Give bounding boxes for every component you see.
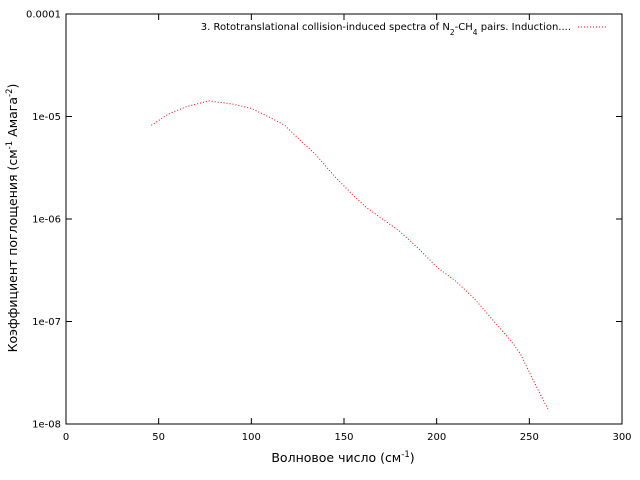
y-tick-label: 1e-07 xyxy=(32,317,61,328)
x-tick-label: 100 xyxy=(242,432,261,443)
y-axis-ticks: 1e-08 1e-07 1e-06 1e-05 0.0001 xyxy=(26,10,622,431)
y-axis-label: Коэффициент поглощения (см-1 Амага-2) xyxy=(5,84,20,353)
plot-frame xyxy=(65,13,623,425)
x-tick-label: 200 xyxy=(427,432,446,443)
x-tick-label: 250 xyxy=(520,432,539,443)
series-layer xyxy=(151,100,549,410)
x-axis-label: Волновое число (см-1) xyxy=(271,450,414,465)
y-tick-label: 0.0001 xyxy=(26,10,61,21)
y-tick-label: 1e-05 xyxy=(32,112,61,123)
x-tick-label: 300 xyxy=(612,432,631,443)
legend-entry-label: 3. Rototranslational collision-induced s… xyxy=(201,22,571,37)
y-tick-label: 1e-08 xyxy=(32,420,61,431)
x-axis-ticks: 0 50 100 150 200 250 300 xyxy=(63,14,632,443)
x-tick-label: 50 xyxy=(152,432,165,443)
x-tick-label: 0 xyxy=(63,432,69,443)
x-tick-label: 150 xyxy=(334,432,353,443)
legend: 3. Rototranslational collision-induced s… xyxy=(201,22,608,37)
y-tick-label: 1e-06 xyxy=(32,215,61,226)
series-line xyxy=(151,100,549,410)
